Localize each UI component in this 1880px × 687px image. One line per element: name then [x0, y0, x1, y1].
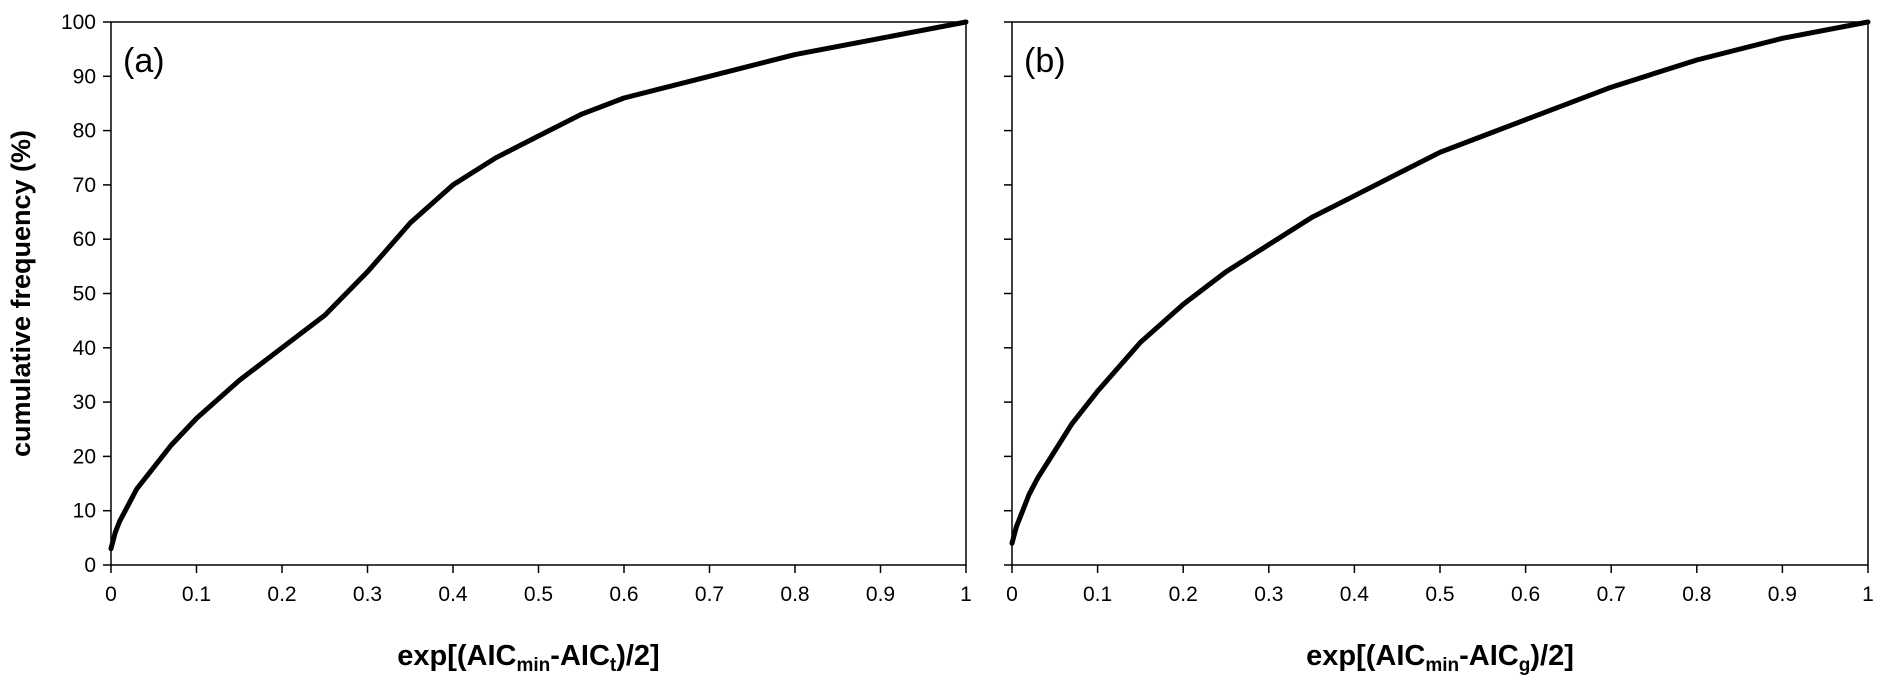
y-tick-label: 20 — [73, 445, 96, 468]
x-tick-label: 0.4 — [1340, 583, 1370, 606]
y-tick-label: 80 — [73, 120, 96, 143]
chart-panel-a: 0 10 20 30 40 50 60 70 80 90 100 0 0.1 0.2 0.3 0.4 0.5 0.… — [6, 11, 972, 676]
y-tick-label: 70 — [73, 174, 96, 197]
x-tick-label: 0.1 — [1083, 583, 1112, 606]
x-tick-label: 0.8 — [1682, 583, 1711, 606]
x-tick-label: 0.1 — [182, 583, 211, 606]
y-tick-label: 60 — [73, 228, 96, 251]
series-line — [108, 19, 969, 552]
series-line — [1009, 19, 1871, 546]
x-tick-label: 0.6 — [1511, 583, 1540, 606]
x-tick-label: 0.3 — [353, 583, 382, 606]
x-tick-label: 0.3 — [1254, 583, 1283, 606]
plot-frame — [110, 21, 967, 566]
y-tick-label: 90 — [73, 65, 96, 88]
y-tick-label: 0 — [84, 554, 96, 577]
x-tick-label: 0.2 — [1169, 583, 1198, 606]
x-tick-label: 0 — [1006, 583, 1018, 606]
y-tick-label: 10 — [73, 500, 96, 523]
x-axis-label: exp[(AICmin-AICg)/2] — [1306, 640, 1574, 676]
x-tick-label: 0.5 — [1425, 583, 1454, 606]
x-tick-label: 1 — [1862, 583, 1874, 606]
x-tick-label: 1 — [960, 583, 972, 606]
x-tick-label: 0.4 — [438, 583, 468, 606]
x-axis-label: exp[(AICmin-AICt)/2] — [397, 640, 659, 676]
x-tick-label: 0.7 — [1597, 583, 1626, 606]
panel-label: (b) — [1024, 42, 1066, 80]
x-tick-label: 0.9 — [866, 583, 895, 606]
x-tick-label: 0.8 — [780, 583, 809, 606]
y-tick-label: 100 — [61, 11, 96, 34]
x-tick-label: 0 — [105, 583, 117, 606]
y-tick-label: 40 — [73, 337, 96, 360]
y-tick-label: 50 — [73, 283, 96, 306]
x-tick-label: 0.5 — [524, 583, 553, 606]
y-axis-label: cumulative frequency (%) — [6, 130, 36, 457]
x-tick-label: 0.7 — [695, 583, 724, 606]
x-tick-label: 0.9 — [1768, 583, 1797, 606]
x-tick-label: 0.6 — [609, 583, 638, 606]
panel-label: (a) — [123, 42, 165, 80]
chart-panel-b: 0 0.1 0.2 0.3 0.4 0.5 0.6 0.7 0.8 0.9 1 (b) exp[(AIC… — [1004, 19, 1874, 676]
x-tick-label: 0.2 — [267, 583, 296, 606]
y-tick-label: 30 — [73, 391, 96, 414]
plot-frame — [1011, 21, 1869, 566]
